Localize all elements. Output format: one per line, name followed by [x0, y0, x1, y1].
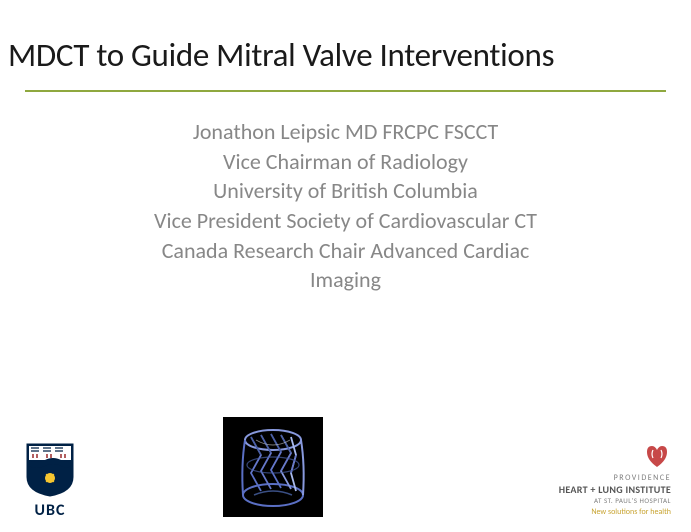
providence-logo: PROVIDENCE HEART + LUNG INSTITUTE AT ST.…: [506, 442, 671, 517]
credit-role3b: Imaging: [25, 265, 666, 295]
slide-container: MDCT to Guide Mitral Valve Interventions…: [0, 0, 691, 532]
slide-footer: UBC: [0, 417, 691, 517]
ubc-logo: UBC: [20, 442, 80, 517]
providence-tagline: New solutions for health: [591, 507, 671, 517]
title-divider: [25, 90, 666, 92]
credit-university: University of British Columbia: [25, 176, 666, 206]
credit-role1: Vice Chairman of Radiology: [25, 147, 666, 177]
presenter-credits: Jonathon Leipsic MD FRCPC FSCCT Vice Cha…: [25, 117, 666, 295]
providence-text-sub: AT ST. PAUL'S HOSPITAL: [594, 496, 671, 505]
providence-text-main: HEART + LUNG INSTITUTE: [559, 483, 671, 496]
heart-lung-icon: [643, 442, 671, 470]
ubc-logo-text: UBC: [35, 501, 66, 520]
slide-title: MDCT to Guide Mitral Valve Interventions: [8, 35, 666, 75]
providence-text-top: PROVIDENCE: [614, 474, 671, 483]
credit-role3a: Canada Research Chair Advanced Cardiac: [25, 236, 666, 266]
credit-role2: Vice President Society of Cardiovascular…: [25, 206, 666, 236]
credit-name: Jonathon Leipsic MD FRCPC FSCCT: [25, 117, 666, 147]
ubc-shield-icon: [25, 442, 75, 497]
valve-device-image: [223, 417, 323, 517]
